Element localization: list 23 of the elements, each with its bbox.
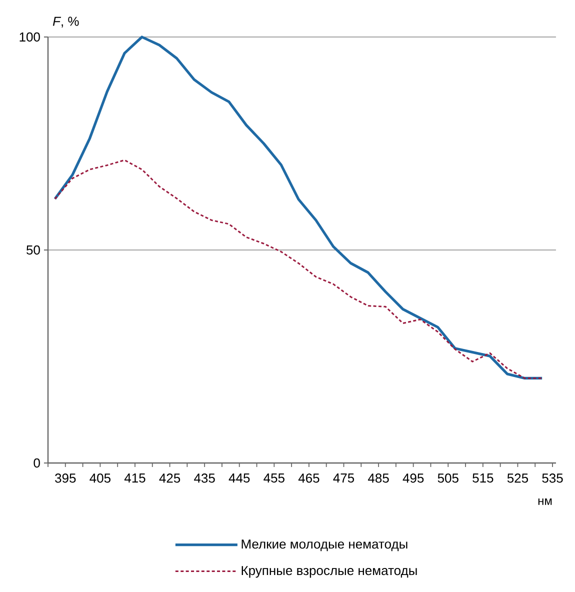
legend-label: Крупные взрослые нематоды [242, 566, 417, 578]
line-series [54, 159, 543, 379]
x-axis-title: нм [538, 498, 552, 505]
x-tick-label: 475 [333, 474, 354, 483]
y-tick-label: 0 [34, 458, 40, 468]
x-tick-label: 445 [228, 474, 250, 483]
x-tick-label: 535 [542, 474, 563, 483]
x-tick-label: 455 [264, 474, 284, 483]
x-tick-label: 505 [438, 474, 458, 483]
x-tick-label: 435 [194, 474, 215, 483]
x-tick-label: 515 [472, 474, 494, 483]
y-axis-title: F, % [52, 16, 79, 28]
y-tick-label: 50 [26, 245, 40, 255]
x-tick-label: 485 [368, 474, 389, 483]
x-tick-label: 525 [507, 474, 528, 483]
legend-label: Мелкие молодые нематоды [242, 540, 408, 552]
x-tick-label: 495 [402, 474, 424, 483]
y-tick-label: 100 [20, 32, 40, 42]
x-tick-label: 415 [124, 474, 146, 483]
x-tick-label: 405 [90, 474, 110, 483]
x-tick-label: 465 [298, 474, 320, 483]
x-tick-label: 395 [55, 474, 76, 483]
x-tick-label: 425 [159, 474, 180, 483]
